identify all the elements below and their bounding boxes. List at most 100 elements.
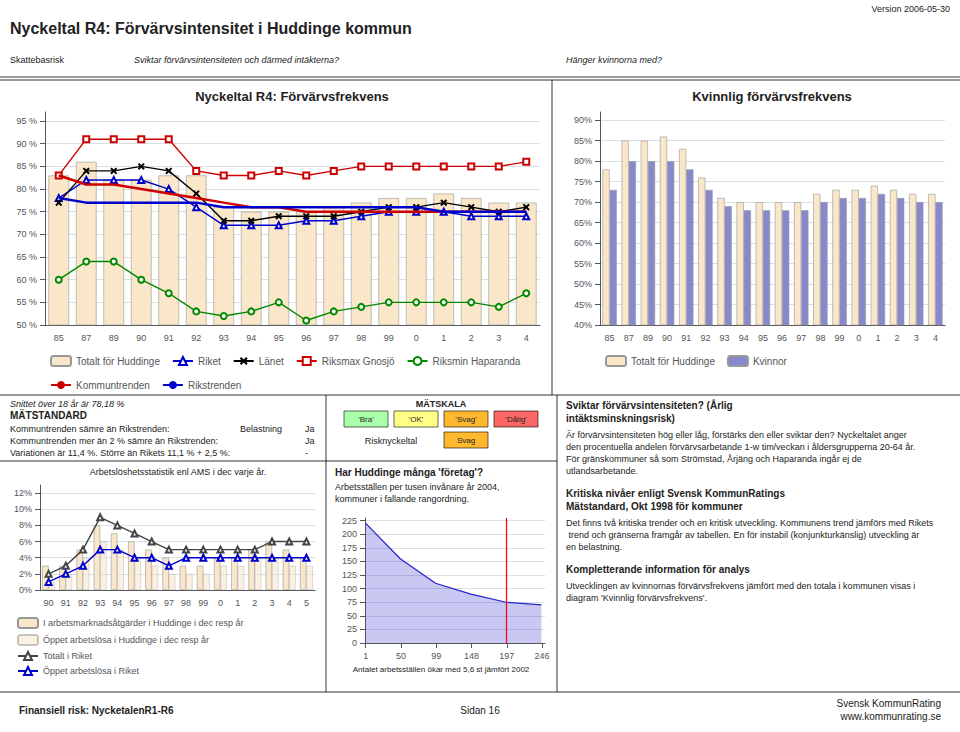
svg-text:den procentuella andelen förvä: den procentuella andelen förvärvsarbetan… [566, 442, 918, 452]
svg-text:1: 1 [875, 333, 880, 343]
svg-text:175: 175 [342, 543, 357, 553]
svg-text:Mätstandard, Okt 1998 för komm: Mätstandard, Okt 1998 för kommuner [566, 501, 743, 512]
svg-text:246: 246 [535, 651, 550, 661]
svg-text:92: 92 [700, 333, 710, 343]
svg-text:90 %: 90 % [16, 139, 37, 149]
svg-text:96: 96 [147, 598, 157, 608]
svg-text:148: 148 [464, 651, 479, 661]
svg-text:Öppet arbetslösa i Huddinge i: Öppet arbetslösa i Huddinge i dec resp å… [43, 635, 209, 645]
svg-text:98: 98 [815, 333, 825, 343]
svg-text:'OK': 'OK' [409, 415, 424, 424]
svg-text:Kommuntrenden mer än 2 % sämre: Kommuntrenden mer än 2 % sämre än Rikstr… [10, 436, 218, 446]
svg-text:8%: 8% [19, 520, 32, 530]
svg-text:intäktsminskningsrisk): intäktsminskningsrisk) [566, 413, 675, 424]
svg-text:100: 100 [342, 584, 357, 594]
svg-text:87: 87 [624, 333, 634, 343]
svg-text:4: 4 [287, 598, 292, 608]
svg-text:4%: 4% [19, 553, 32, 563]
svg-text:55 %: 55 % [16, 297, 37, 307]
svg-text:75 %: 75 % [16, 207, 37, 217]
svg-text:Riksmax Gnosjö: Riksmax Gnosjö [322, 356, 395, 367]
svg-text:'Svag': 'Svag' [455, 415, 477, 424]
svg-text:99: 99 [431, 651, 441, 661]
svg-text:6%: 6% [19, 537, 32, 547]
svg-text:93: 93 [720, 333, 730, 343]
svg-text:90%: 90% [574, 115, 592, 125]
svg-text:Är förvärvsintensiteten hög el: Är förvärvsintensiteten hög eller låg, f… [566, 430, 909, 440]
svg-text:85: 85 [605, 333, 615, 343]
svg-text:Variationen är 11,4 %. Större: Variationen är 11,4 %. Större än Rikets … [10, 448, 230, 458]
svg-text:25: 25 [347, 624, 357, 634]
svg-text:95: 95 [274, 333, 284, 343]
svg-text:Sviktar förvärvsintensiteten?: Sviktar förvärvsintensiteten? (Årlig [566, 399, 733, 411]
svg-text:50%: 50% [574, 279, 592, 289]
svg-text:94: 94 [112, 598, 122, 608]
svg-text:93: 93 [219, 333, 229, 343]
svg-text:Finansiell risk: NycketalenR1-: Finansiell risk: NycketalenR1-R6 [19, 705, 174, 716]
svg-text:197: 197 [499, 651, 514, 661]
svg-text:90: 90 [662, 333, 672, 343]
svg-text:94: 94 [739, 333, 749, 343]
svg-text:Kompletterande information för: Kompletterande information för analys [566, 564, 750, 575]
svg-text:200: 200 [342, 529, 357, 539]
svg-text:97: 97 [164, 598, 174, 608]
svg-text:trend och gränserna framgår av: trend och gränserna framgår av tabellen.… [566, 530, 922, 540]
svg-text:80%: 80% [574, 156, 592, 166]
svg-text:65%: 65% [574, 218, 592, 228]
svg-text:40%: 40% [574, 320, 592, 330]
svg-text:90: 90 [136, 333, 146, 343]
svg-text:75: 75 [347, 597, 357, 607]
svg-text:12%: 12% [14, 488, 32, 498]
svg-text:4: 4 [933, 333, 938, 343]
svg-text:91: 91 [681, 333, 691, 343]
svg-text:Riket: Riket [198, 356, 221, 367]
svg-text:Ja: Ja [305, 436, 315, 446]
svg-text:Utvecklingen av kvinnornas för: Utvecklingen av kvinnornas förvärvsfrekv… [566, 581, 918, 591]
svg-text:Sidan 16: Sidan 16 [460, 705, 500, 716]
svg-text:55%: 55% [574, 259, 592, 269]
svg-text:Nyckeltal R4: Förvärvsintensit: Nyckeltal R4: Förvärvsintensitet i Huddi… [10, 20, 412, 37]
svg-text:0%: 0% [19, 585, 32, 595]
svg-text:98: 98 [356, 333, 366, 343]
svg-text:4: 4 [524, 333, 529, 343]
svg-text:Totalt i Riket: Totalt i Riket [43, 651, 93, 661]
svg-text:0: 0 [414, 333, 419, 343]
svg-text:90: 90 [44, 598, 54, 608]
svg-text:85%: 85% [574, 136, 592, 146]
svg-text:Skattebasrisk: Skattebasrisk [10, 55, 65, 65]
svg-text:0: 0 [352, 638, 357, 648]
svg-text:Kvinnor: Kvinnor [753, 356, 788, 367]
svg-text:en belastning.: en belastning. [566, 542, 622, 552]
svg-text:Kommuntrenden: Kommuntrenden [76, 380, 150, 391]
svg-text:diagram 'Kvinnlig förvärvsfrek: diagram 'Kvinnlig förvärvsfrekvens'. [566, 593, 707, 603]
svg-text:Antalet arbetsställen ökar med: Antalet arbetsställen ökar med 5,6 st jä… [353, 665, 530, 674]
svg-text:92: 92 [78, 598, 88, 608]
svg-text:Sviktar förvärvsintensiteten o: Sviktar förvärvsintensiteten och därmed … [134, 55, 339, 65]
svg-text:Rikstrenden: Rikstrenden [188, 380, 241, 391]
svg-text:60%: 60% [574, 238, 592, 248]
svg-text:87: 87 [81, 333, 91, 343]
svg-text:2: 2 [895, 333, 900, 343]
svg-text:Version 2006-05-30: Version 2006-05-30 [871, 4, 950, 14]
svg-text:Svensk KommunRating: Svensk KommunRating [837, 698, 942, 709]
svg-text:89: 89 [643, 333, 653, 343]
svg-text:80 %: 80 % [16, 184, 37, 194]
svg-text:Länet: Länet [259, 356, 284, 367]
svg-text:Kritiska nivåer enligt Svensk: Kritiska nivåer enligt Svensk KommunRati… [566, 488, 785, 499]
svg-text:1: 1 [235, 598, 240, 608]
svg-text:96: 96 [777, 333, 787, 343]
svg-text:Arbetslöshetsstatistik enl AMS: Arbetslöshetsstatistik enl AMS i dec var… [90, 467, 267, 477]
svg-text:225: 225 [342, 516, 357, 526]
svg-text:99: 99 [835, 333, 845, 343]
svg-text:3: 3 [914, 333, 919, 343]
svg-text:Svag: Svag [457, 436, 475, 445]
svg-text:Totalt för Huddinge: Totalt för Huddinge [76, 356, 160, 367]
svg-text:3: 3 [496, 333, 501, 343]
svg-text:89: 89 [109, 333, 119, 343]
svg-text:Nyckeltal R4: Förvärvsfrekvens: Nyckeltal R4: Förvärvsfrekvens [195, 89, 389, 104]
svg-text:2: 2 [469, 333, 474, 343]
svg-text:93: 93 [95, 598, 105, 608]
svg-text:97: 97 [329, 333, 339, 343]
svg-text:150: 150 [342, 556, 357, 566]
svg-text:96: 96 [301, 333, 311, 343]
